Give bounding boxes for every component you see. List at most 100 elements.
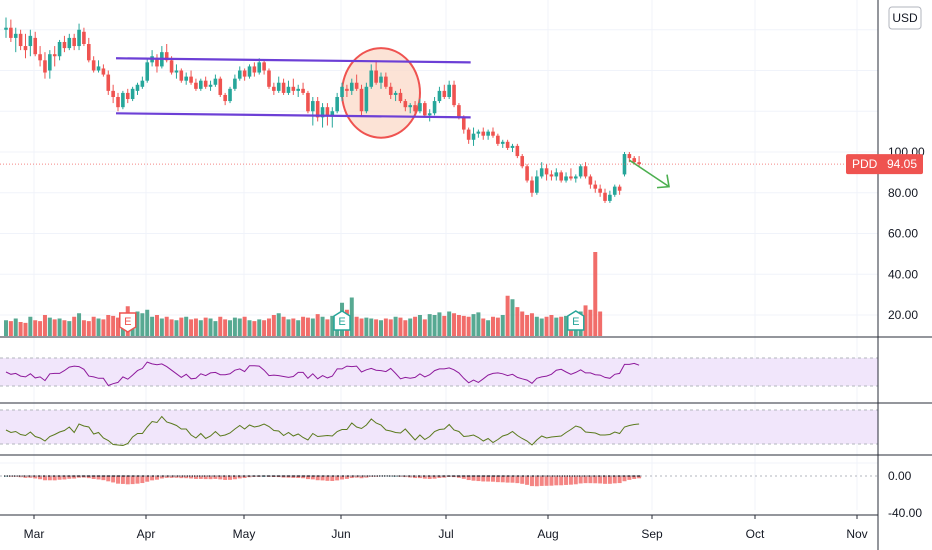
volume-bar [154,315,159,336]
volume-bar [198,320,203,336]
candle-body [413,105,417,112]
candle-body [379,76,383,83]
macd-histogram-bar [564,476,569,485]
candle-body [111,90,115,97]
candle-body [189,76,193,83]
volume-bar [456,315,461,336]
projection-arrow-head [656,174,670,189]
macd-histogram-bar [18,476,23,478]
macd-histogram-bar [296,476,301,478]
candle-body [4,27,8,30]
volume-bar [116,317,121,336]
volume-bar [266,318,271,336]
volume-bar [38,321,43,336]
candle-body [364,86,369,112]
macd-histogram-bar [466,476,471,481]
candle-body [554,172,559,177]
candle-body [233,78,237,89]
volume-bar [398,317,403,336]
macd-histogram-bar [164,476,169,478]
volume-bar [33,320,38,336]
macd-histogram-bar [203,476,208,480]
volume-bar [96,318,101,336]
macd-histogram-bar [154,476,159,480]
macd-histogram-bar [159,476,164,479]
last-price-badge: PDD 94.05 [846,154,923,175]
macd-histogram-bar [476,476,481,482]
earnings-marker[interactable]: E [333,310,351,331]
volume-bar [466,316,471,336]
macd-histogram-bar [578,476,583,484]
macd-histogram-bar [291,476,296,478]
volume-bar [189,319,194,336]
macd-histogram-bar [603,476,608,484]
volume-bar [13,318,18,336]
macd-histogram-bar [583,476,588,484]
volume-bar [320,316,325,336]
candle-body [252,66,257,73]
macd-histogram-bar [559,476,564,486]
volume-bar [228,320,233,336]
macd-histogram-bar [174,476,179,478]
macd-histogram-bar [169,476,174,478]
macd-histogram-bar [189,476,194,479]
macd-histogram-bar [554,476,559,486]
macd-histogram-bar [145,476,150,482]
macd-histogram-bar [520,476,525,484]
volume-bar [403,320,408,336]
candle-body [296,88,300,91]
candle-body [203,80,208,87]
lower-channel-line [115,112,471,119]
macd-histogram-bar [57,476,62,480]
volume-bar [28,316,33,336]
candle-body [72,37,76,47]
candle-body [276,82,281,91]
candle-body [461,117,466,130]
macd-histogram-bar [101,476,106,481]
volume-bar [135,311,140,336]
earnings-marker[interactable]: E [567,310,585,331]
candle-body [184,76,188,81]
candle-body [388,86,393,95]
macd-histogram-bar [247,476,252,478]
volume-bars [4,252,603,336]
macd-histogram-bar [598,476,603,484]
candle-body [48,54,52,71]
macd-histogram-bar [481,476,486,482]
volume-bar [315,314,320,336]
time-tick-label: Jun [331,527,350,541]
candle-body [603,192,607,201]
volume-bar [588,309,593,336]
currency-label: USD [892,11,918,25]
currency-button[interactable]: USD [888,6,922,30]
candle-body [38,54,42,61]
candle-body [62,41,67,49]
macd-histogram-bar [130,476,135,485]
candle-body [257,62,262,73]
volume-bar [179,317,184,336]
last-price-value: 94.05 [887,157,917,171]
volume-bar [534,316,539,336]
volume-bar [301,316,306,336]
macd-histogram-bar [91,476,96,480]
volume-bar [159,318,164,336]
macd-histogram-bar [408,476,413,478]
candle-body [281,82,286,93]
volume-bar [500,315,505,336]
macd-histogram-bar [627,476,632,480]
candle-body [374,70,378,83]
volume-bar [529,313,534,336]
volume-bar [257,319,262,336]
macd-histogram-bar [330,476,335,481]
volume-bar [427,314,432,336]
macd-histogram-bar [637,476,642,479]
earnings-marker[interactable]: E [119,312,137,333]
candle-body [505,141,510,148]
candle-body [500,141,505,144]
macd-histogram-bar [495,476,500,483]
candle-body [544,168,549,175]
volume-bar [18,322,23,336]
volume-bar [359,318,364,336]
time-tick-label: Oct [746,527,765,541]
